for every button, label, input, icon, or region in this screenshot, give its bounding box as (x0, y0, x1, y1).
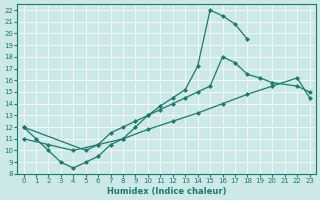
X-axis label: Humidex (Indice chaleur): Humidex (Indice chaleur) (107, 187, 226, 196)
